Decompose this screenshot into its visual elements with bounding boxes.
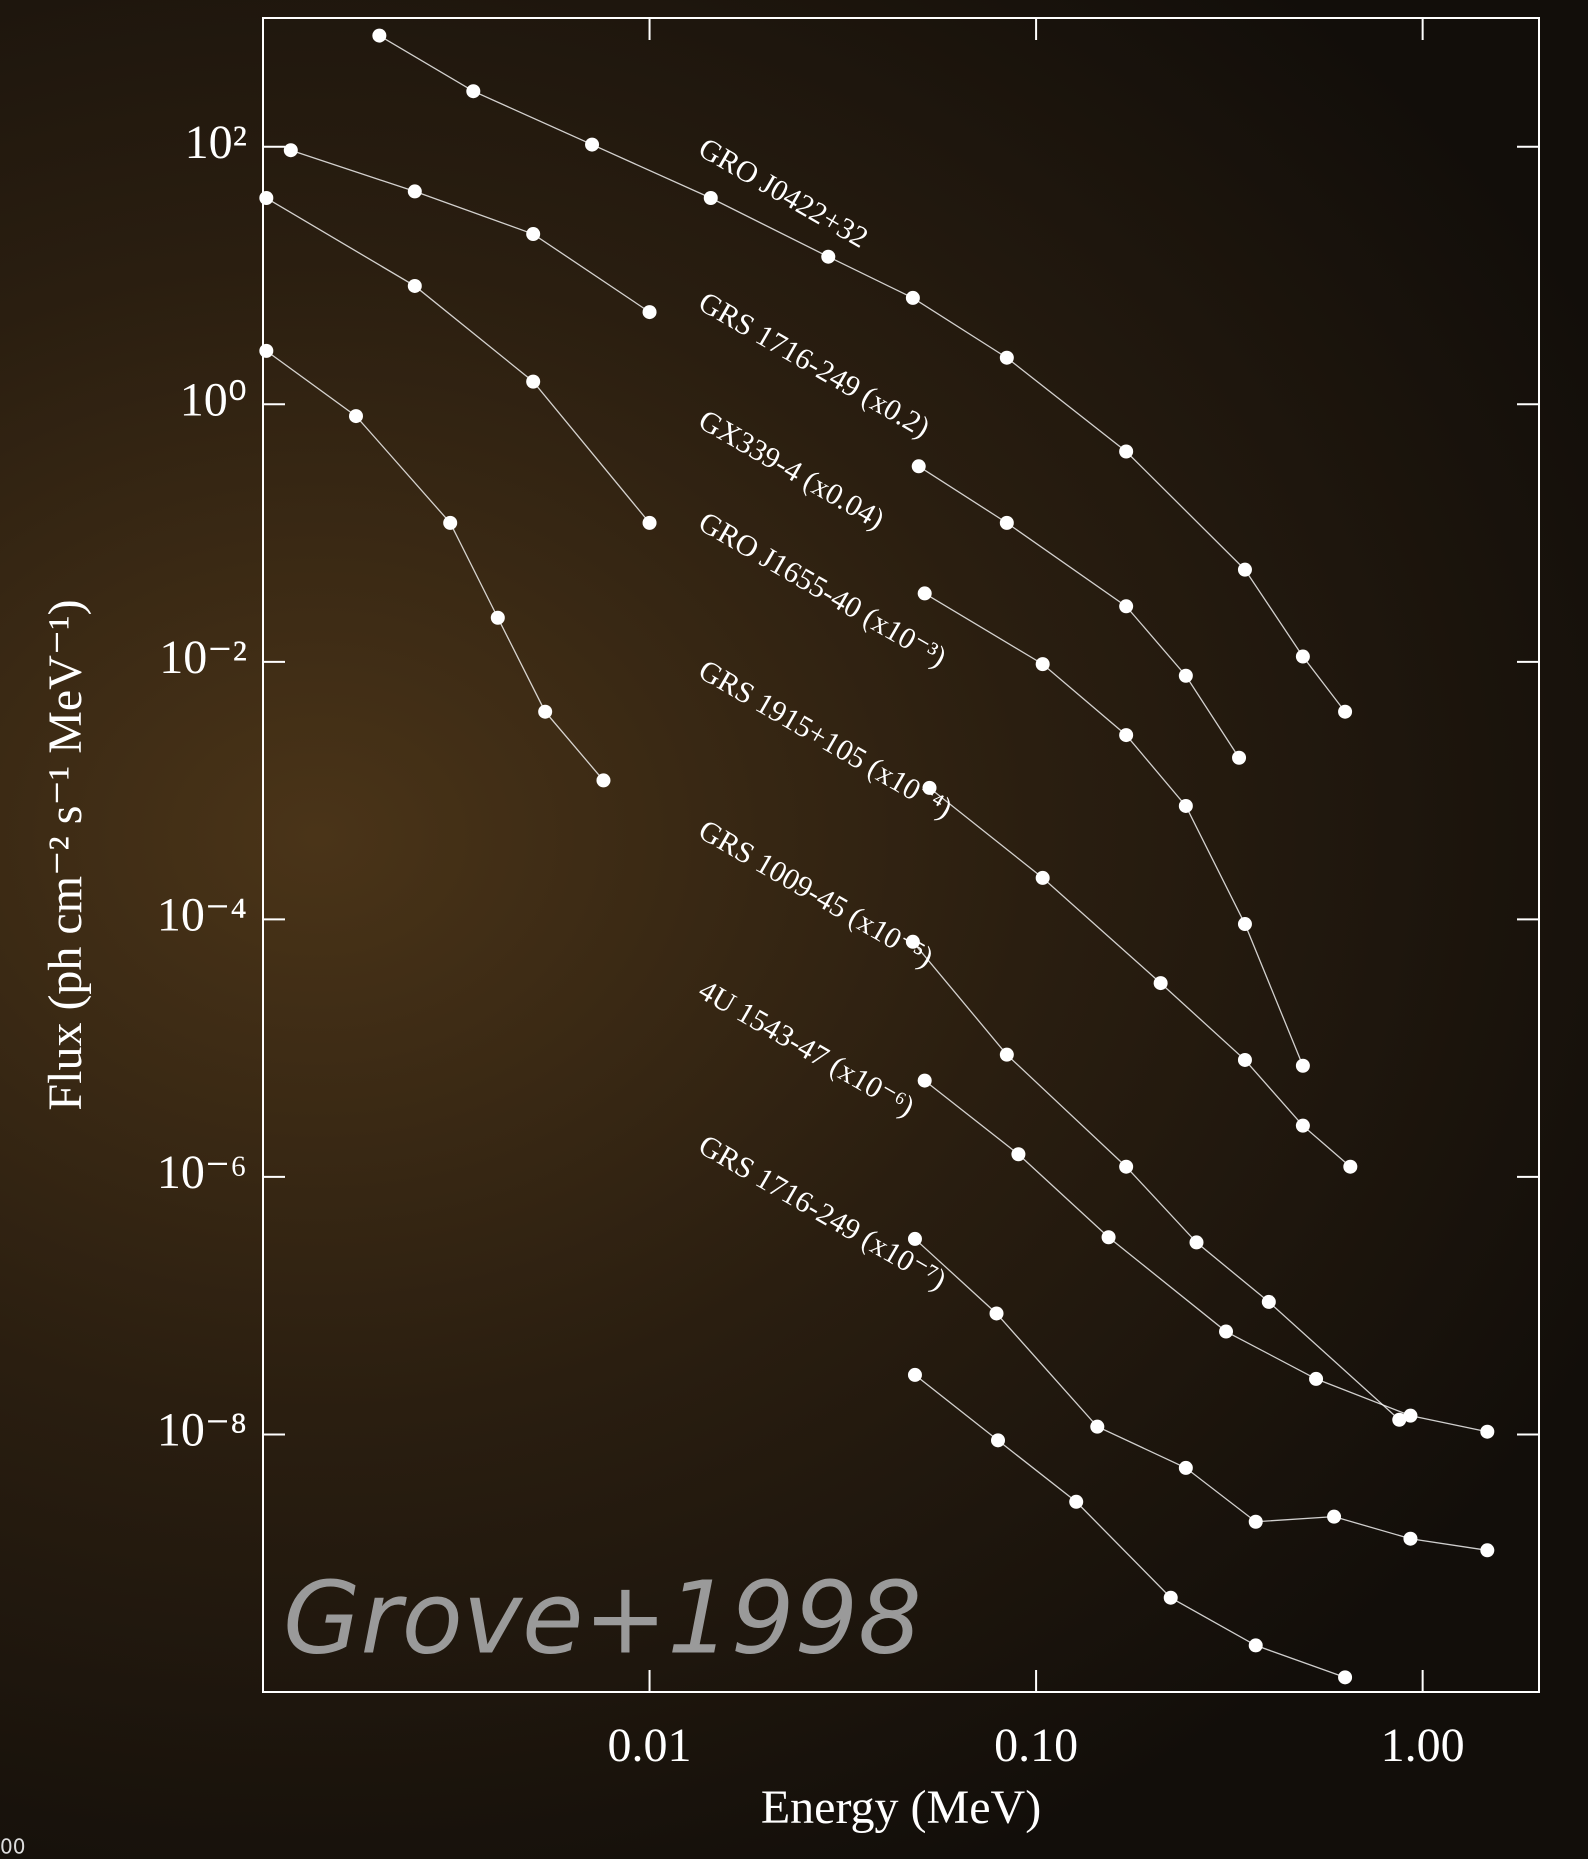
data-point — [704, 191, 718, 205]
y-axis-title: Flux (ph cm⁻² s⁻¹ MeV⁻¹) — [39, 599, 92, 1110]
data-point — [1403, 1409, 1417, 1423]
data-point — [906, 291, 920, 305]
data-point — [643, 516, 657, 530]
data-point — [526, 227, 540, 241]
x-axis-title: Energy (MeV) — [761, 1781, 1041, 1834]
data-point — [284, 143, 298, 157]
series-line — [266, 351, 603, 781]
credit-annotation: Grove+1998 — [283, 1559, 922, 1676]
data-point — [526, 375, 540, 389]
data-point — [1000, 351, 1014, 365]
data-point — [1154, 976, 1168, 990]
data-point — [596, 773, 610, 787]
y-tick-label: 10⁻⁶ — [157, 1146, 247, 1199]
series-line — [925, 1081, 1488, 1432]
data-point — [1238, 917, 1252, 931]
data-point — [918, 1074, 932, 1088]
data-point — [1119, 728, 1133, 742]
series-line — [930, 788, 1351, 1167]
data-point — [491, 611, 505, 625]
data-point — [259, 191, 273, 205]
data-point — [1000, 1048, 1014, 1062]
data-point — [585, 138, 599, 152]
y-tick-label: 10⁻⁸ — [157, 1403, 247, 1456]
data-point — [1249, 1638, 1263, 1652]
data-point — [1036, 657, 1050, 671]
series-label: 4U 1543-47 (x10⁻⁶) — [693, 973, 920, 1123]
series-label: GRS 1915+105 (x10⁻⁴) — [693, 653, 958, 825]
data-point — [1179, 669, 1193, 683]
data-point — [1296, 650, 1310, 664]
data-point — [1164, 1591, 1178, 1605]
data-point — [1309, 1372, 1323, 1386]
series-label: GRO J1655-40 (x10⁻³) — [693, 505, 952, 673]
series-line — [915, 1239, 1487, 1550]
data-point — [991, 1433, 1005, 1447]
data-point — [1238, 563, 1252, 577]
data-point — [1232, 751, 1246, 765]
page: Energy (MeV) Flux (ph cm⁻² s⁻¹ MeV⁻¹) Gr… — [0, 0, 1588, 1859]
corner-fragment: 00 — [0, 1835, 25, 1859]
y-tick-label: 10² — [185, 116, 247, 169]
data-point — [1296, 1059, 1310, 1073]
y-tick-label: 10⁻² — [159, 631, 247, 684]
data-point — [349, 409, 363, 423]
data-point — [1219, 1325, 1233, 1339]
data-point — [1343, 1160, 1357, 1174]
data-point — [1480, 1425, 1494, 1439]
data-point — [443, 516, 457, 530]
data-point — [908, 1368, 922, 1382]
data-point — [408, 184, 422, 198]
data-point — [466, 84, 480, 98]
series-line — [919, 466, 1239, 757]
y-tick-label: 10⁻⁴ — [157, 888, 247, 941]
data-point — [1179, 1461, 1193, 1475]
data-point — [1296, 1119, 1310, 1133]
x-tick-label: 1.00 — [1381, 1719, 1465, 1772]
y-tick-label: 10⁰ — [180, 373, 247, 426]
series-line — [266, 198, 649, 523]
data-point — [1090, 1420, 1104, 1434]
data-point — [1119, 1160, 1133, 1174]
data-point — [918, 586, 932, 600]
data-point — [1000, 516, 1014, 530]
data-point — [1338, 1670, 1352, 1684]
data-point — [821, 250, 835, 264]
data-point — [1249, 1515, 1263, 1529]
series-line — [913, 942, 1399, 1420]
data-point — [1338, 705, 1352, 719]
series-label: GRS 1716-249 (x10⁻⁷) — [693, 1128, 952, 1296]
data-point — [1189, 1235, 1203, 1249]
data-point — [372, 29, 386, 43]
x-tick-label: 0.10 — [994, 1719, 1078, 1772]
data-point — [408, 279, 422, 293]
series-label: GRS 1009-45 (x10⁻⁵) — [693, 813, 939, 974]
data-point — [1179, 799, 1193, 813]
data-point — [1238, 1053, 1252, 1067]
data-point — [912, 459, 926, 473]
data-point — [1036, 871, 1050, 885]
data-point — [259, 344, 273, 358]
data-point — [1480, 1543, 1494, 1557]
data-point — [643, 305, 657, 319]
data-point — [1119, 445, 1133, 459]
series-line — [291, 150, 650, 312]
series-label: GRO J0422+32 — [693, 131, 874, 254]
data-point — [1262, 1295, 1276, 1309]
plot-frame — [263, 18, 1539, 1692]
data-point — [1403, 1532, 1417, 1546]
data-point — [1119, 599, 1133, 613]
chart: Energy (MeV) Flux (ph cm⁻² s⁻¹ MeV⁻¹) Gr… — [0, 0, 1588, 1859]
x-tick-label: 0.01 — [608, 1719, 692, 1772]
data-point — [1327, 1510, 1341, 1524]
data-point — [1102, 1230, 1116, 1244]
data-point — [1069, 1495, 1083, 1509]
series-line — [915, 1375, 1345, 1677]
data-point — [1011, 1147, 1025, 1161]
data-point — [990, 1306, 1004, 1320]
data-point — [538, 705, 552, 719]
